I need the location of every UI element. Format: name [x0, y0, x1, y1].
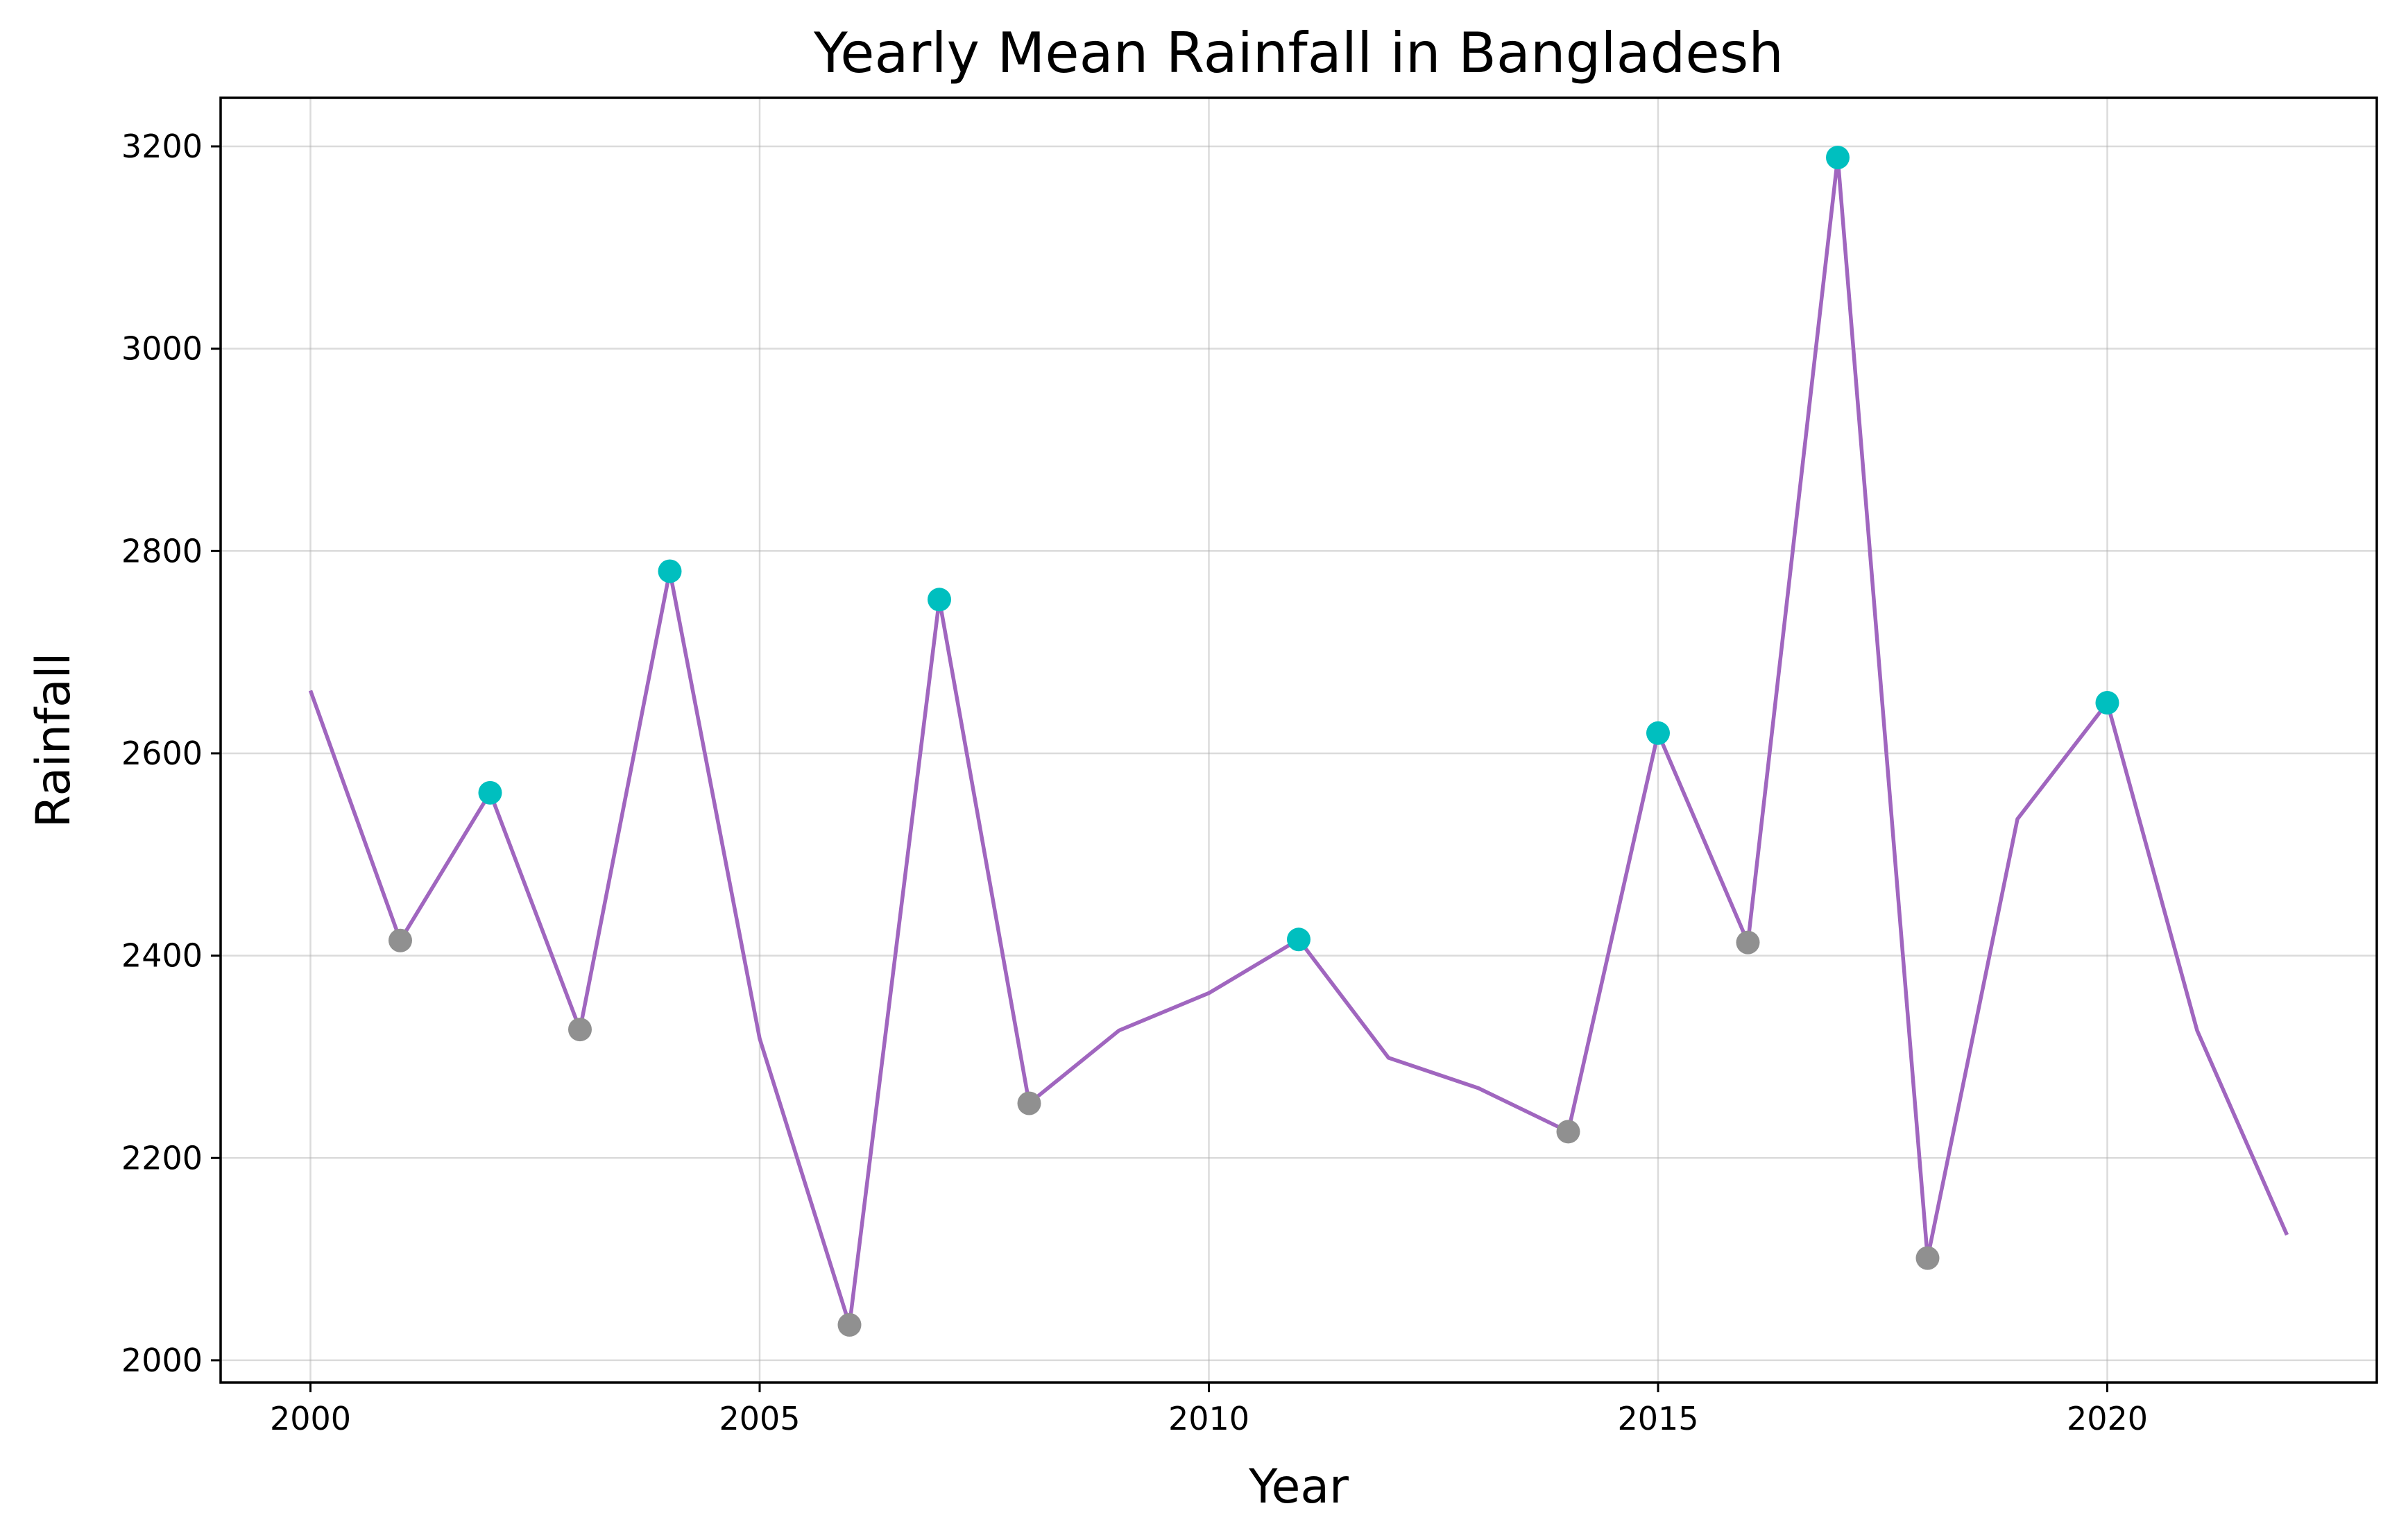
markers: [389, 146, 2119, 1337]
trough-marker: [1556, 1120, 1580, 1144]
x-tick-label: 2010: [1168, 1400, 1249, 1437]
peak-marker: [658, 559, 682, 583]
y-ticks: 2000 2200 2400 2600 2800 3000 3200: [121, 128, 221, 1379]
x-tick-label: 2020: [2067, 1400, 2148, 1437]
y-tick-label: 3000: [121, 330, 203, 368]
trough-marker: [1017, 1091, 1041, 1115]
y-tick-label: 2600: [121, 735, 203, 772]
chart-title: Yearly Mean Rainfall in Bangladesh: [813, 21, 1784, 85]
x-tick-label: 2005: [719, 1400, 800, 1437]
y-tick-label: 3200: [121, 128, 203, 165]
y-tick-label: 2200: [121, 1139, 203, 1177]
x-tick-label: 2015: [1617, 1400, 1698, 1437]
peak-marker: [1287, 927, 1311, 952]
peak-marker: [1826, 146, 1850, 170]
y-tick-label: 2000: [121, 1342, 203, 1379]
y-tick-label: 2400: [121, 937, 203, 975]
grid: [221, 98, 2377, 1383]
x-ticks: 2000 2005 2010 2015 2020: [270, 1383, 2148, 1437]
series: [308, 155, 2289, 1327]
peak-marker: [2095, 691, 2119, 715]
peak-marker: [1646, 721, 1670, 745]
trough-marker: [1915, 1246, 1940, 1270]
x-axis-label: Year: [1248, 1460, 1349, 1514]
peak-marker: [478, 780, 502, 805]
y-tick-label: 2800: [121, 532, 203, 570]
x-tick-label: 2000: [270, 1400, 351, 1437]
rainfall-line: [308, 155, 2289, 1327]
y-axis-label: Rainfall: [26, 653, 81, 828]
trough-marker: [389, 928, 412, 952]
trough-marker: [837, 1312, 862, 1337]
plot-frame: [219, 96, 2378, 1384]
peak-marker: [928, 588, 951, 612]
trough-marker: [1736, 930, 1760, 955]
trough-marker: [568, 1018, 592, 1042]
